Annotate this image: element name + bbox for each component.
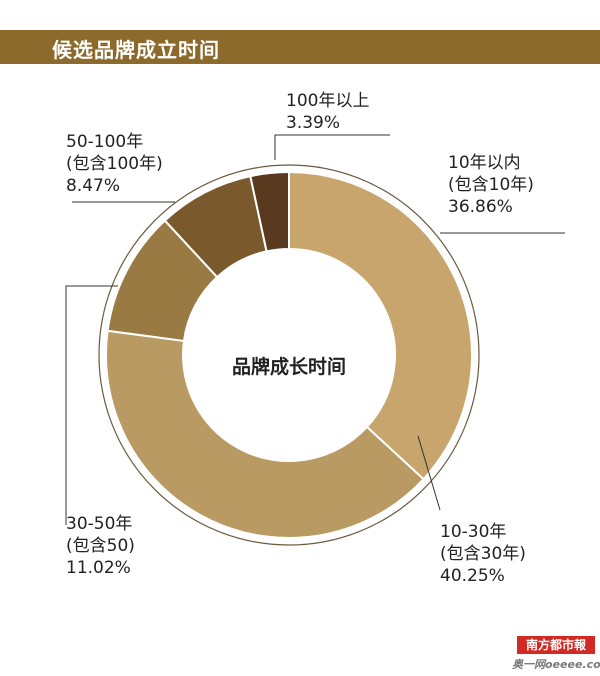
slice-percent-label-2: 11.02% [66, 558, 131, 578]
slice-category-label-0: 10年以内 [448, 153, 521, 173]
donut-slice-1 [105, 329, 425, 539]
chart-header-bar: 候选品牌成立时间 [0, 30, 600, 64]
slice-category-label-3: 50-100年 [66, 132, 143, 152]
slice-category-label-3: (包含100年) [66, 154, 163, 174]
slice-category-label-1: (包含30年) [440, 544, 526, 564]
site-watermark: 奥一网oeeee.com [512, 658, 600, 671]
chart-title: 候选品牌成立时间 [52, 38, 220, 62]
leader-line-2 [65, 285, 118, 525]
slice-percent-label-0: 36.86% [448, 197, 513, 217]
newspaper-logo: 南方都市報 [517, 636, 595, 654]
slice-percent-label-3: 8.47% [66, 176, 120, 196]
outer-ring [98, 164, 480, 546]
slice-category-label-1: 10-30年 [440, 522, 506, 542]
slice-percent-label-4: 3.39% [286, 113, 340, 133]
slice-category-label-2: (包含50) [66, 536, 135, 556]
leader-line-4 [274, 134, 390, 160]
donut-slice-0 [288, 170, 473, 481]
slice-labels: 10年以内(包含10年)36.86% 10-30年(包含30年)40.25% 30-… [66, 91, 534, 586]
slice-category-label-2: 30-50年 [66, 514, 132, 534]
slice-category-label-0: (包含10年) [448, 175, 534, 195]
slice-percent-label-1: 40.25% [440, 566, 505, 586]
donut-slice-4 [249, 170, 290, 253]
leader-line-1 [417, 435, 441, 511]
leader-lines [65, 134, 565, 525]
donut-slices [105, 170, 473, 539]
slice-category-label-4: 100年以上 [286, 91, 369, 111]
center-label: 品牌成长时间 [232, 355, 346, 378]
